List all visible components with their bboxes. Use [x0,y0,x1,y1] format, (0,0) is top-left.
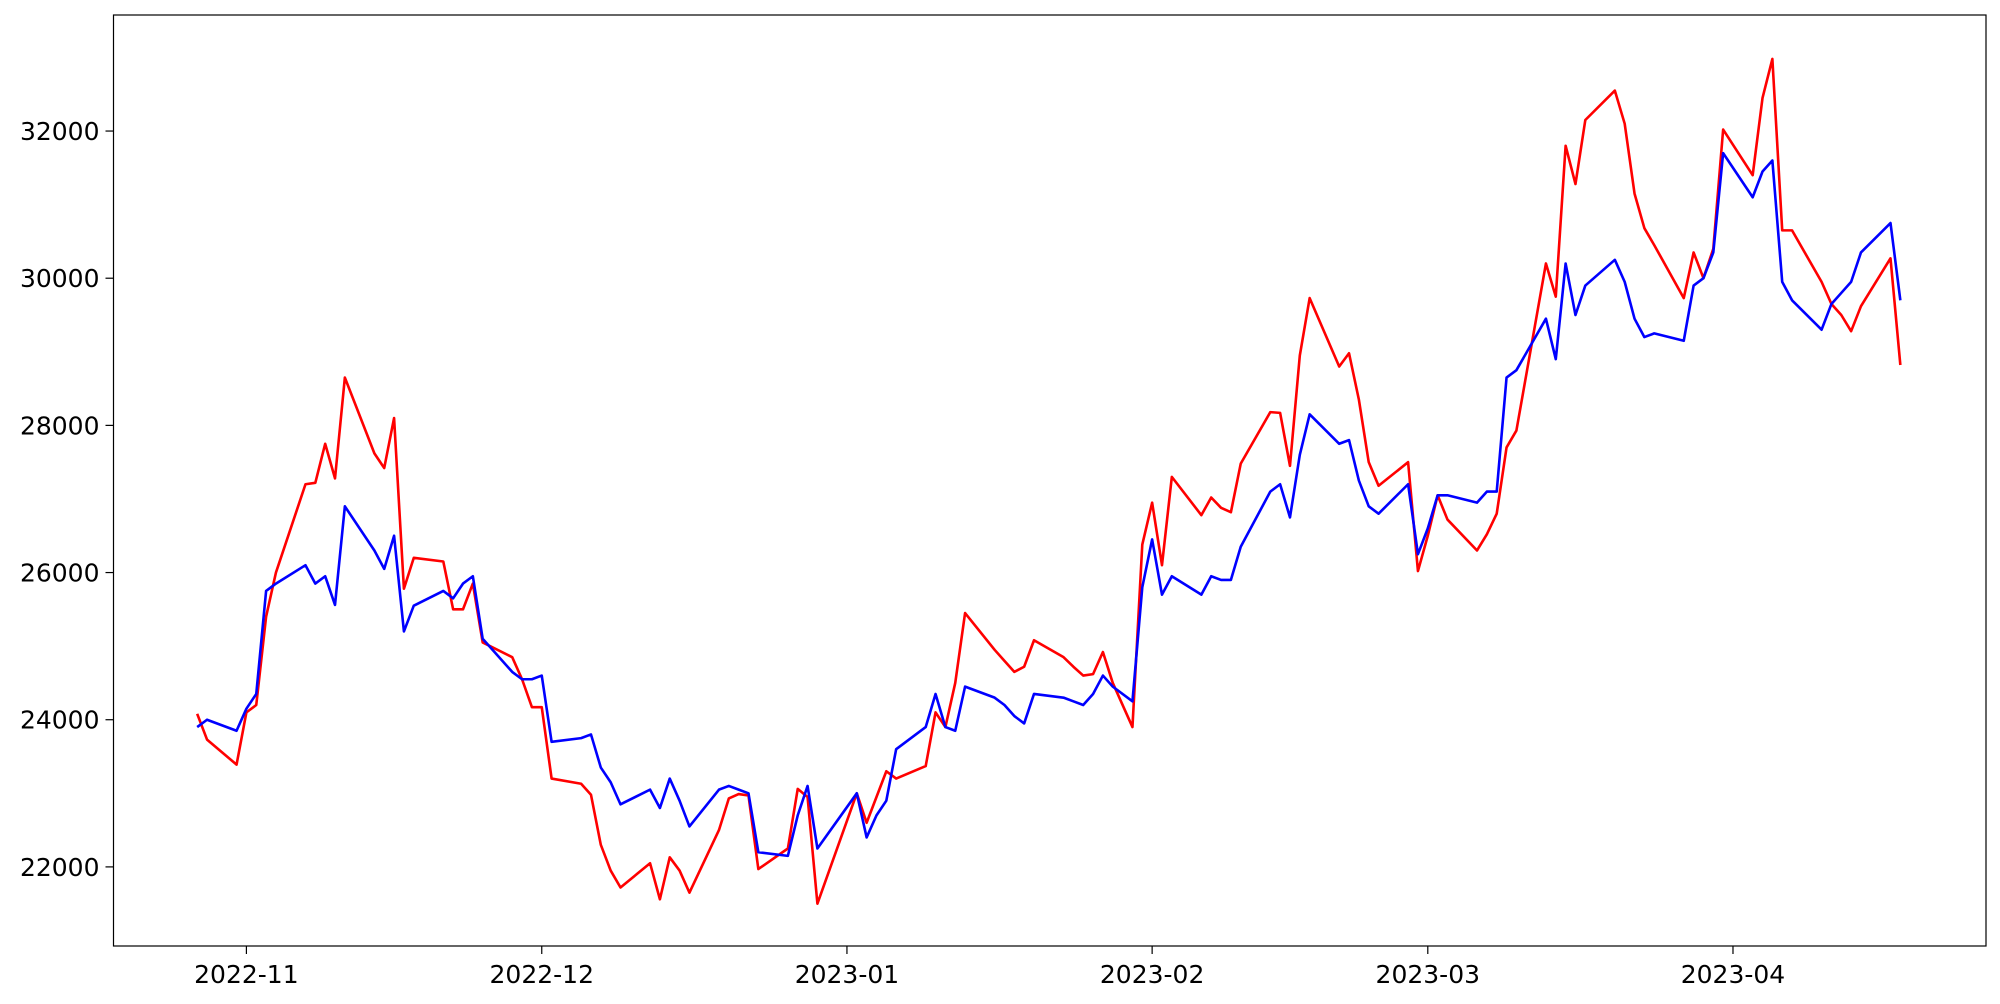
plot-frame [112,14,1987,947]
y-tick-label: 24000 [20,706,100,735]
x-tick-label: 2022-12 [490,960,594,989]
series-line [196,151,1902,858]
x-tick-label: 2023-03 [1376,960,1480,989]
y-tick-label: 28000 [20,411,100,440]
y-tick-label: 26000 [20,559,100,588]
x-tick-label: 2022-11 [194,960,298,989]
x-tick-label: 2023-02 [1100,960,1204,989]
y-tick-label: 32000 [20,117,100,146]
x-tick-label: 2023-04 [1681,960,1785,989]
y-tick-label: 30000 [20,264,100,293]
y-tick-label: 22000 [20,853,100,882]
x-tick-label: 2023-01 [795,960,899,989]
